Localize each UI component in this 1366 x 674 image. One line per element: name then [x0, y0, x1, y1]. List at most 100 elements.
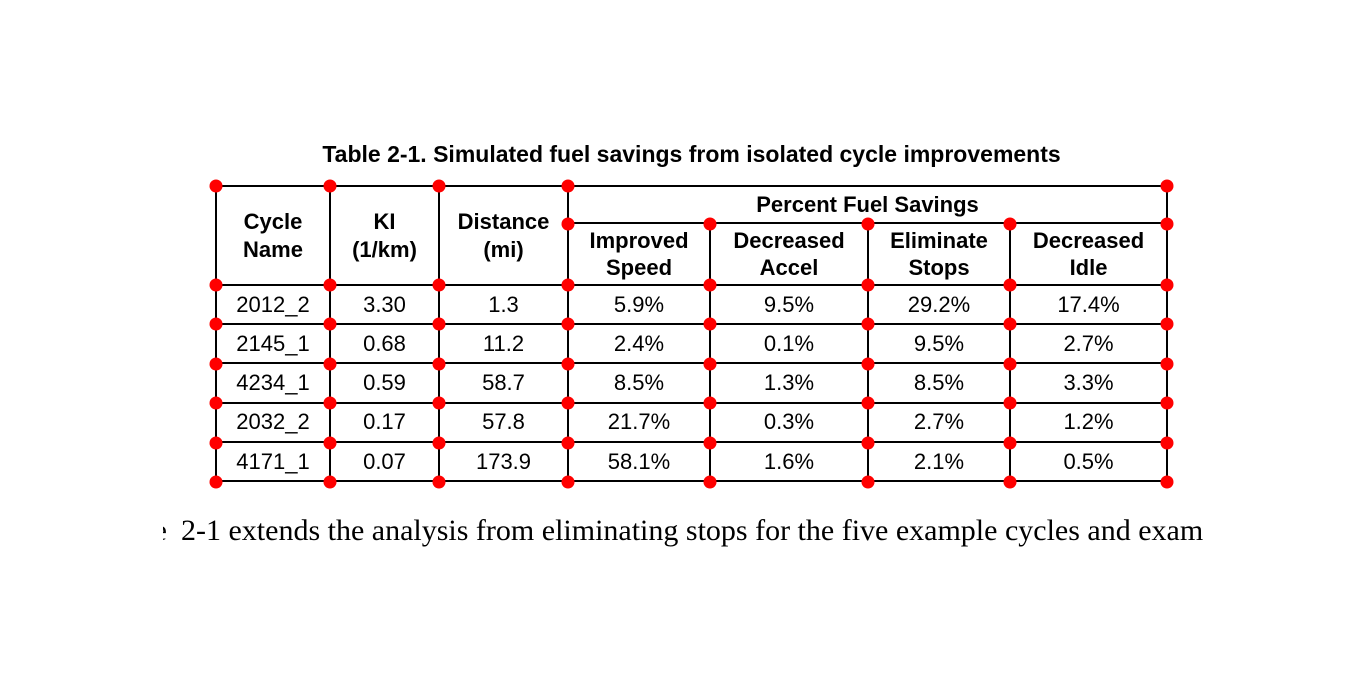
- annotation-dot: [561, 217, 575, 231]
- annotation-dot: [861, 317, 875, 331]
- annotation-dot: [703, 436, 717, 450]
- cell-improved-speed: 58.1%: [567, 440, 711, 483]
- annotation-dot: [323, 357, 337, 371]
- clipped-letter: e: [163, 513, 167, 549]
- annotation-dot: [561, 396, 575, 410]
- annotation-dot: [1160, 278, 1174, 292]
- annotation-dot: [1003, 217, 1017, 231]
- annotation-dot: [323, 396, 337, 410]
- annotation-dot: [703, 217, 717, 231]
- annotation-dot: [209, 396, 223, 410]
- cell-decreased-idle: 0.5%: [1008, 440, 1169, 483]
- annotation-dot: [561, 278, 575, 292]
- cell-decreased-idle: 2.7%: [1008, 323, 1169, 365]
- cell-distance: 11.2: [438, 323, 569, 365]
- cell-decreased-idle: 3.3%: [1008, 362, 1169, 404]
- annotation-dot: [703, 475, 717, 489]
- col-header-eliminate-stops: Eliminate Stops: [867, 222, 1011, 286]
- annotation-dot: [561, 436, 575, 450]
- cell-cycle-name: 2145_1: [215, 323, 331, 365]
- table-row: 2012_2 3.30 1.3 5.9% 9.5% 29.2% 17.4%: [215, 283, 1169, 326]
- cell-eliminate-stops: 8.5%: [867, 362, 1011, 404]
- cell-decreased-accel: 1.6%: [709, 440, 869, 483]
- annotation-dot: [861, 396, 875, 410]
- col-header-decreased-accel: Decreased Accel: [709, 222, 869, 286]
- cell-improved-speed: 2.4%: [567, 323, 711, 365]
- cell-improved-speed: 21.7%: [567, 401, 711, 443]
- annotation-dot: [561, 475, 575, 489]
- annotation-dot: [1160, 357, 1174, 371]
- annotation-dot: [432, 436, 446, 450]
- cell-improved-speed: 5.9%: [567, 283, 711, 326]
- annotation-dot: [861, 278, 875, 292]
- header-group-row: Cycle Name KI (1/km) Distance (mi) Perce…: [215, 185, 1169, 286]
- cell-distance: 1.3: [438, 283, 569, 326]
- cell-ki: 3.30: [329, 283, 440, 326]
- annotation-dot: [1003, 278, 1017, 292]
- annotation-dot: [323, 317, 337, 331]
- fuel-savings-table: Cycle Name KI (1/km) Distance (mi) Perce…: [215, 185, 1169, 483]
- annotation-dot: [1160, 317, 1174, 331]
- annotation-dot: [861, 475, 875, 489]
- table-caption: Table 2-1. Simulated fuel savings from i…: [322, 141, 1061, 167]
- cell-cycle-name: 4234_1: [215, 362, 331, 404]
- table-row: 4234_1 0.59 58.7 8.5% 1.3% 8.5% 3.3%: [215, 362, 1169, 404]
- cell-decreased-accel: 0.1%: [709, 323, 869, 365]
- table-row: 2145_1 0.68 11.2 2.4% 0.1% 9.5% 2.7%: [215, 323, 1169, 365]
- cell-distance: 173.9: [438, 440, 569, 483]
- annotation-dot: [209, 357, 223, 371]
- cell-ki: 0.68: [329, 323, 440, 365]
- cell-decreased-accel: 0.3%: [709, 401, 869, 443]
- annotation-dot: [209, 436, 223, 450]
- annotation-dot: [561, 357, 575, 371]
- cell-eliminate-stops: 9.5%: [867, 323, 1011, 365]
- cell-improved-speed: 8.5%: [567, 362, 711, 404]
- annotation-dot: [432, 317, 446, 331]
- annotation-dot: [432, 357, 446, 371]
- annotation-dot: [209, 475, 223, 489]
- annotation-dot: [861, 357, 875, 371]
- cell-decreased-idle: 17.4%: [1008, 283, 1169, 326]
- annotation-dot: [561, 179, 575, 193]
- annotation-dot: [209, 179, 223, 193]
- cell-ki: 0.59: [329, 362, 440, 404]
- annotation-dot: [323, 475, 337, 489]
- cell-eliminate-stops: 2.1%: [867, 440, 1011, 483]
- col-header-distance: Distance (mi): [438, 185, 569, 286]
- col-header-improved-speed: Improved Speed: [567, 222, 711, 286]
- annotation-dot: [432, 278, 446, 292]
- annotation-dot: [1003, 475, 1017, 489]
- annotation-dot: [1160, 475, 1174, 489]
- header-sub-row: Improved Speed Decreased Accel Eliminate…: [216, 222, 1169, 286]
- cell-distance: 57.8: [438, 401, 569, 443]
- annotation-dot: [861, 217, 875, 231]
- annotation-dot: [432, 179, 446, 193]
- col-header-cycle-name: Cycle Name: [215, 185, 331, 286]
- cell-ki: 0.07: [329, 440, 440, 483]
- annotation-dot: [1003, 357, 1017, 371]
- annotation-dot: [561, 317, 575, 331]
- annotation-dot: [1160, 179, 1174, 193]
- annotation-dot: [703, 278, 717, 292]
- cell-decreased-accel: 1.3%: [709, 362, 869, 404]
- cell-eliminate-stops: 29.2%: [867, 283, 1011, 326]
- cell-cycle-name: 4171_1: [215, 440, 331, 483]
- annotation-dot: [1003, 396, 1017, 410]
- annotation-dot: [323, 278, 337, 292]
- cell-cycle-name: 2012_2: [215, 283, 331, 326]
- annotation-dot: [1003, 436, 1017, 450]
- annotation-dot: [1160, 396, 1174, 410]
- annotation-dot: [1003, 317, 1017, 331]
- annotation-dot: [861, 436, 875, 450]
- annotation-dot: [432, 475, 446, 489]
- annotation-dot: [703, 317, 717, 331]
- col-header-ki: KI (1/km): [329, 185, 440, 286]
- cell-ki: 0.17: [329, 401, 440, 443]
- cell-eliminate-stops: 2.7%: [867, 401, 1011, 443]
- table-row: 2032_2 0.17 57.8 21.7% 0.3% 2.7% 1.2%: [215, 401, 1169, 443]
- annotation-dot: [703, 396, 717, 410]
- annotation-dot: [209, 317, 223, 331]
- annotation-dot: [1160, 436, 1174, 450]
- cell-cycle-name: 2032_2: [215, 401, 331, 443]
- cell-decreased-accel: 9.5%: [709, 283, 869, 326]
